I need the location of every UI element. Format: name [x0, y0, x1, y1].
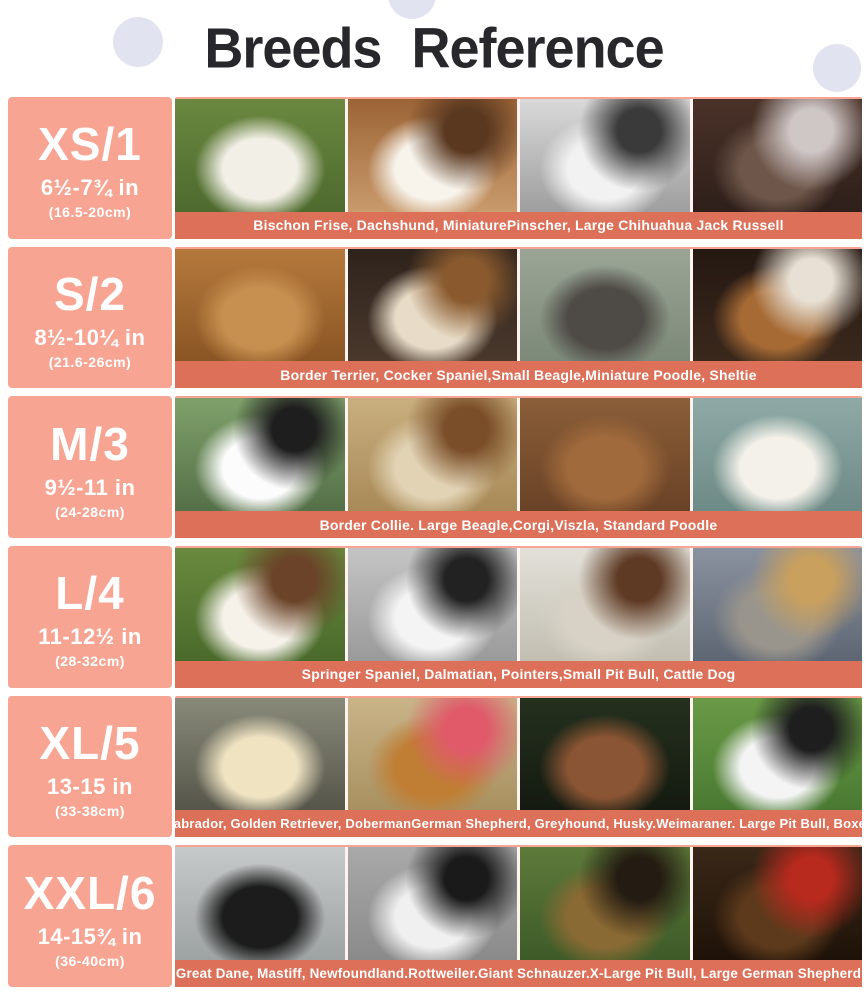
size-range-cm: (36-40cm)	[55, 952, 125, 969]
breeds-caption: Labrador, Golden Retriever, DobermanGerm…	[175, 810, 862, 838]
size-range-inches: 11-12½ in	[38, 624, 142, 650]
row-media-block: Great Dane, Mastiff, Newfoundland.Rottwe…	[175, 845, 862, 988]
size-label-panel: XL/5 13-15 in (33-38cm)	[8, 695, 172, 838]
row-media-block: Labrador, Golden Retriever, DobermanGerm…	[175, 695, 862, 838]
cocker-spaniel-photo	[175, 248, 345, 362]
breeds-caption: Border Terrier, Cocker Spaniel,Small Bea…	[175, 361, 862, 389]
breeds-caption: Bischon Frise, Dachshund, MiniaturePinsc…	[175, 211, 862, 239]
dog-photos-strip	[175, 398, 862, 512]
large-beagle-photo	[347, 398, 517, 512]
size-label-panel: L/4 11-12½ in (28-32cm)	[8, 546, 172, 688]
row-media-block: Border Collie. Large Beagle,Corgi,Viszla…	[175, 396, 862, 539]
size-label-panel: XS/1 6½-7¾ in (16.5-20cm)	[8, 97, 172, 239]
size-label-panel: XXL/6 14-15¾ in (36-40cm)	[8, 845, 172, 988]
size-range-inches: 14-15¾ in	[37, 923, 143, 949]
miniature-poodle-photo	[520, 248, 690, 362]
size-code: S/2	[53, 268, 127, 321]
german-shepherd-photo	[520, 847, 690, 961]
size-range-cm: (28-32cm)	[55, 653, 125, 670]
size-code: M/3	[50, 417, 130, 470]
size-code: XS/1	[38, 118, 142, 171]
cattle-dog-photo	[692, 548, 862, 661]
row-media-block: Bischon Frise, Dachshund, MiniaturePinsc…	[175, 97, 862, 239]
vizsla-photo	[520, 398, 690, 512]
size-code: L/4	[55, 567, 125, 620]
decor-circle	[113, 17, 163, 67]
size-range-inches: 6½-7¾ in	[40, 175, 140, 201]
breeds-caption: Great Dane, Mastiff, Newfoundland.Rottwe…	[175, 960, 862, 988]
size-range-cm: (16.5-20cm)	[48, 204, 132, 221]
springer-spaniel-photo	[175, 548, 345, 661]
chart-header: Breeds Reference	[0, 0, 868, 97]
size-label-panel: M/3 9½-11 in (24-28cm)	[8, 396, 172, 539]
pointer-photo	[520, 548, 690, 661]
decor-circle	[813, 44, 861, 92]
border-collie-photo	[175, 398, 345, 512]
breeds-caption: Border Collie. Large Beagle,Corgi,Viszla…	[175, 511, 862, 539]
dog-photos-strip	[175, 697, 862, 811]
sheltie-photo	[692, 248, 862, 362]
breeds-caption: Springer Spaniel, Dalmatian, Pointers,Sm…	[175, 660, 862, 688]
size-range-cm: (24-28cm)	[55, 503, 125, 520]
labrador-photo	[175, 697, 345, 811]
size-row-xs1: XS/1 6½-7¾ in (16.5-20cm) Bischon Frise,…	[8, 97, 862, 239]
size-code: XXL/6	[23, 866, 157, 919]
husky-photo	[692, 697, 862, 811]
dog-photos-strip	[175, 548, 862, 661]
jack-russell-photo	[347, 99, 517, 212]
dog-photos-strip	[175, 847, 862, 961]
size-row-s2: S/2 8½-10¼ in (21.6-26cm) Border Terrier…	[8, 246, 862, 389]
min-pinscher-photo	[692, 99, 862, 212]
golden-retriever-photo	[347, 697, 517, 811]
great-dane-photo	[347, 847, 517, 961]
page-title: Breeds Reference	[204, 17, 664, 80]
dog-photos-strip	[175, 248, 862, 362]
size-rows: XS/1 6½-7¾ in (16.5-20cm) Bischon Frise,…	[8, 97, 862, 988]
size-row-m3: M/3 9½-11 in (24-28cm) Border Collie. La…	[8, 396, 862, 539]
size-range-cm: (33-38cm)	[55, 802, 125, 819]
tibetan-mastiff-photo	[692, 847, 862, 961]
pit-bull-bw-photo	[520, 99, 690, 212]
size-range-inches: 13-15 in	[47, 773, 133, 799]
size-code: XL/5	[39, 717, 141, 770]
dog-photos-strip	[175, 99, 862, 212]
dalmatian-photo	[347, 548, 517, 661]
decor-circle	[388, 0, 436, 19]
standard-poodle-photo	[692, 398, 862, 512]
large-pit-bull-photo	[520, 697, 690, 811]
size-range-cm: (21.6-26cm)	[48, 353, 132, 370]
size-row-xxl6: XXL/6 14-15¾ in (36-40cm) Great Dane, Ma…	[8, 845, 862, 988]
row-media-block: Springer Spaniel, Dalmatian, Pointers,Sm…	[175, 546, 862, 688]
size-label-panel: S/2 8½-10¼ in (21.6-26cm)	[8, 246, 172, 389]
small-beagle-photo	[347, 248, 517, 362]
bichon-poodle-photo	[175, 99, 345, 212]
size-range-inches: 9½-11 in	[44, 474, 136, 500]
size-row-l4: L/4 11-12½ in (28-32cm) Springer Spaniel…	[8, 546, 862, 688]
size-row-xl5: XL/5 13-15 in (33-38cm) Labrador, Golden…	[8, 695, 862, 838]
size-range-inches: 8½-10¼ in	[34, 324, 146, 350]
newfoundland-photo	[175, 847, 345, 961]
row-media-block: Border Terrier, Cocker Spaniel,Small Bea…	[175, 246, 862, 389]
